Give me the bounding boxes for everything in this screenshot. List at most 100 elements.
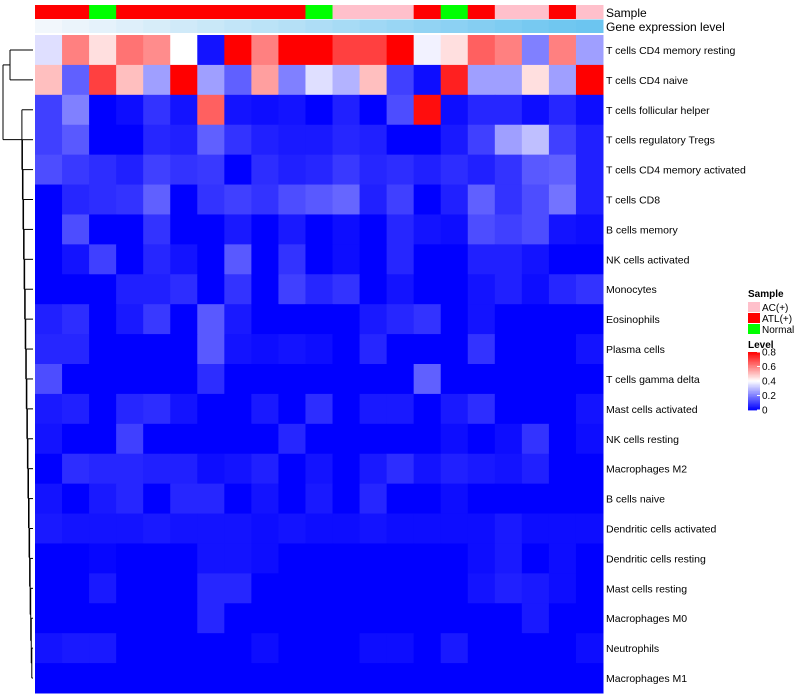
heatmap-cell <box>467 244 496 275</box>
expression-annotation-cell <box>197 19 225 33</box>
expression-annotation-cell <box>35 19 63 33</box>
heatmap-cell <box>359 124 388 156</box>
heatmap-cell <box>548 304 577 335</box>
heatmap-cell <box>521 154 550 186</box>
heatmap-cell <box>386 35 415 66</box>
legend-entry-label: Normal <box>762 325 794 336</box>
heatmap-cell <box>143 453 171 485</box>
heatmap-cell <box>548 423 577 455</box>
heatmap-cell <box>278 573 306 604</box>
heatmap-cell <box>413 364 442 395</box>
heatmap-cell <box>494 513 523 544</box>
heatmap-cell <box>467 423 496 455</box>
heatmap-cell <box>494 274 523 305</box>
heatmap-cell <box>224 154 252 186</box>
heatmap-cell <box>575 393 604 425</box>
colorbar-segment <box>748 381 760 383</box>
heatmap-cell <box>575 543 604 574</box>
heatmap-cell <box>467 483 496 515</box>
colorbar-segment <box>748 401 760 404</box>
heatmap-cell <box>62 274 90 305</box>
heatmap-cell <box>305 543 334 574</box>
heatmap-cell <box>494 603 523 634</box>
colorbar-segment <box>748 382 760 385</box>
heatmap-cell <box>62 633 90 664</box>
sample-annotation-cell <box>170 5 198 19</box>
heatmap-cell <box>143 154 171 186</box>
heatmap-cell <box>305 304 334 335</box>
heatmap-cell <box>467 573 496 604</box>
heatmap-cell <box>224 334 252 365</box>
heatmap-cell <box>359 184 388 215</box>
heatmap-cell <box>116 453 144 485</box>
heatmap-cell <box>62 364 90 395</box>
expression-annotation-cell <box>575 19 604 33</box>
heatmap-cell <box>359 543 388 574</box>
legend-entry-label: ATL(+) <box>762 314 792 325</box>
heatmap-cell <box>197 35 225 66</box>
heatmap-cell <box>467 663 496 694</box>
heatmap-cell <box>35 184 63 215</box>
heatmap-cell <box>413 184 442 215</box>
heatmap-cell <box>305 214 334 245</box>
heatmap-cell <box>116 423 144 455</box>
heatmap-cell <box>332 304 361 335</box>
heatmap-cell <box>521 393 550 425</box>
colorbar-segment <box>748 353 760 356</box>
heatmap-cell <box>62 214 90 245</box>
heatmap-cell <box>575 603 604 634</box>
heatmap-cell <box>467 274 496 305</box>
colorbar-segment <box>748 373 760 376</box>
heatmap-cell <box>305 35 334 66</box>
heatmap-cell <box>575 124 604 156</box>
row-label: T cells CD4 memory activated <box>606 165 746 177</box>
heatmap-cell <box>467 603 496 634</box>
heatmap-cell <box>35 423 63 455</box>
heatmap-cell <box>494 334 523 365</box>
heatmap-cell <box>251 453 279 485</box>
heatmap-cell <box>116 543 144 574</box>
heatmap-cell <box>332 543 361 574</box>
heatmap-cell <box>197 573 225 604</box>
heatmap-cell <box>278 214 306 245</box>
heatmap-cell <box>197 453 225 485</box>
heatmap-cell <box>548 244 577 275</box>
heatmap-cell <box>278 364 306 395</box>
heatmap-cell <box>494 483 523 515</box>
row-label: Dendritic cells activated <box>606 524 716 536</box>
heatmap-cell <box>62 94 90 126</box>
heatmap-cell <box>386 573 415 604</box>
expression-annotation-cell <box>359 19 388 33</box>
heatmap-cell <box>548 513 577 544</box>
heatmap-cell <box>548 124 577 156</box>
heatmap-cell <box>89 304 117 335</box>
row-label: T cells regulatory Tregs <box>606 135 715 147</box>
heatmap-cell <box>116 334 144 365</box>
heatmap-cell <box>440 543 469 574</box>
row-label: T cells CD8 <box>606 195 660 207</box>
heatmap-cell <box>35 483 63 515</box>
heatmap-cell <box>62 483 90 515</box>
heatmap-cell <box>575 453 604 485</box>
heatmap-cell <box>35 154 63 186</box>
row-label: Monocytes <box>606 284 657 296</box>
sample-annotation-cell <box>467 5 496 19</box>
heatmap-cell <box>278 154 306 186</box>
heatmap-cell <box>359 214 388 245</box>
heatmap-cell <box>170 94 198 126</box>
heatmap-cell <box>278 393 306 425</box>
heatmap-cell <box>62 393 90 425</box>
heatmap-cell <box>359 633 388 664</box>
heatmap-cell <box>251 94 279 126</box>
heatmap-cell <box>89 663 117 694</box>
heatmap-cell <box>413 35 442 66</box>
heatmap-cell <box>116 603 144 634</box>
heatmap-cell <box>251 364 279 395</box>
heatmap-cell <box>197 483 225 515</box>
sample-annotation-cell <box>494 5 523 19</box>
expression-annotation-cell <box>386 19 415 33</box>
expression-annotation-cell <box>89 19 117 33</box>
heatmap-cell <box>413 483 442 515</box>
heatmap-cell <box>305 483 334 515</box>
heatmap-cell <box>440 304 469 335</box>
